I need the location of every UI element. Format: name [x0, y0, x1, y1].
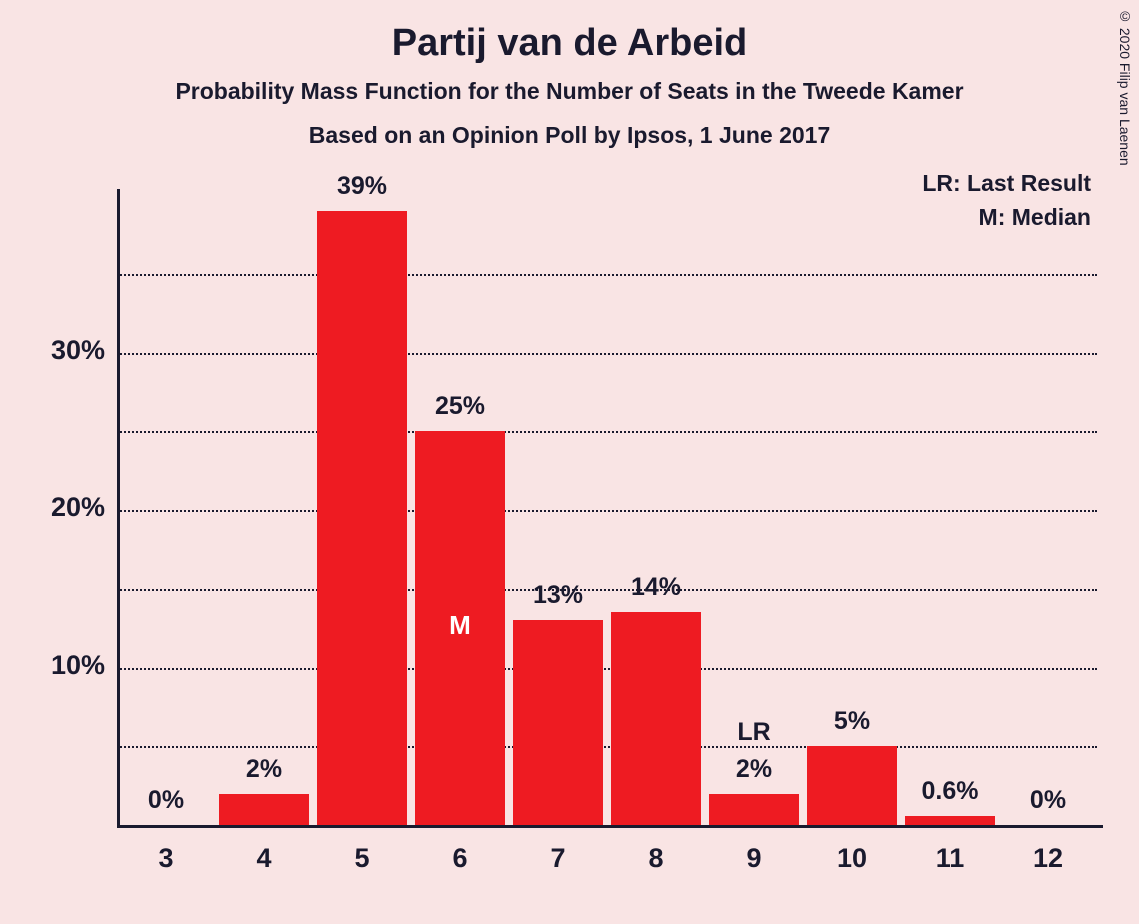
pmf-bar-chart: 10%20%30%0%32%439%525%M613%714%82%LR95%1…: [117, 195, 1097, 825]
bar: [317, 211, 407, 825]
bar-marker: M: [415, 610, 505, 641]
x-tick-label: 5: [313, 843, 411, 874]
grid-line: [117, 274, 1097, 276]
bar-value-label: 0%: [989, 786, 1107, 815]
x-tick-label: 11: [901, 843, 999, 874]
chart-subtitle-2: Based on an Opinion Poll by Ipsos, 1 Jun…: [0, 122, 1139, 149]
x-tick-label: 6: [411, 843, 509, 874]
grid-line: [117, 746, 1097, 748]
bar-value-label: 25%: [401, 392, 519, 421]
chart-title: Partij van de Arbeid: [0, 22, 1139, 65]
chart-subtitle-1: Probability Mass Function for the Number…: [0, 78, 1139, 105]
bar-value-label: 0%: [107, 786, 225, 815]
x-tick-label: 8: [607, 843, 705, 874]
x-axis: [117, 825, 1103, 828]
x-tick-label: 7: [509, 843, 607, 874]
bar-value-label: 2%: [695, 755, 813, 784]
bar: [513, 620, 603, 825]
y-axis: [117, 189, 120, 828]
bar: [709, 794, 799, 826]
bar-above-label: LR: [705, 718, 803, 747]
x-tick-label: 4: [215, 843, 313, 874]
bar-value-label: 14%: [597, 573, 715, 602]
bar: [905, 816, 995, 825]
y-tick-label: 30%: [15, 335, 105, 366]
bar-value-label: 5%: [793, 707, 911, 736]
bar: [807, 746, 897, 825]
x-tick-label: 10: [803, 843, 901, 874]
x-tick-label: 3: [117, 843, 215, 874]
grid-line: [117, 353, 1097, 355]
bar: [611, 612, 701, 825]
grid-line: [117, 510, 1097, 512]
bar-value-label: 2%: [205, 755, 323, 784]
bar-value-label: 39%: [303, 172, 421, 201]
grid-line: [117, 431, 1097, 433]
copyright-text: © 2020 Filip van Laenen: [1117, 8, 1133, 166]
bar: [219, 794, 309, 826]
y-tick-label: 10%: [15, 650, 105, 681]
legend-item-0: LR: Last Result: [922, 170, 1091, 197]
x-tick-label: 9: [705, 843, 803, 874]
y-tick-label: 20%: [15, 492, 105, 523]
grid-line: [117, 668, 1097, 670]
x-tick-label: 12: [999, 843, 1097, 874]
